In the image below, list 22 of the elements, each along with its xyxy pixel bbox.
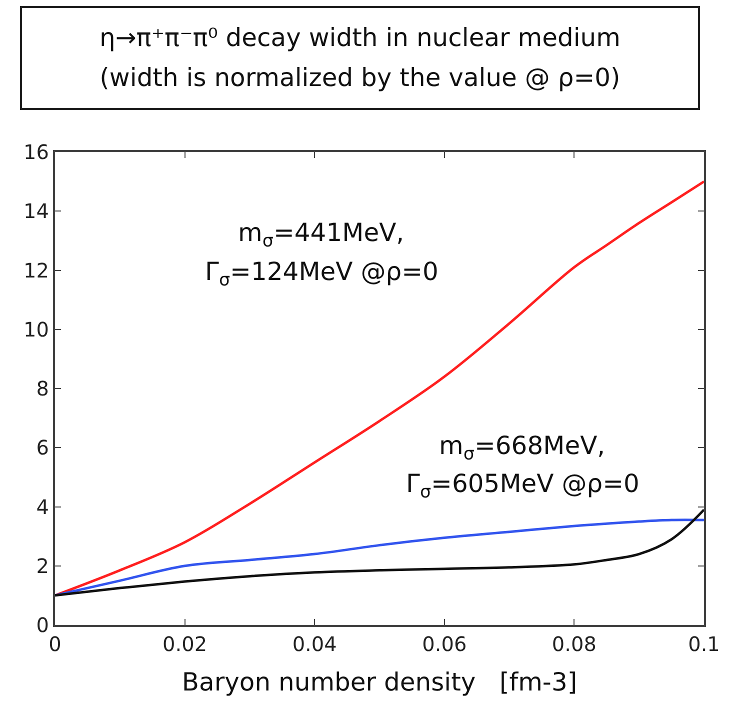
x-tick-label: 0.04 [292, 632, 337, 656]
y-tick-label: 2 [36, 554, 49, 578]
x-tick-label: 0.02 [162, 632, 208, 656]
x-tick-label: 0.08 [552, 632, 596, 656]
y-tick-label: 16 [24, 140, 49, 164]
annotation: Γ$_{σ}$=124MeV @ρ=0 [205, 257, 438, 290]
annotation: m$_{σ}$=441MeV, [238, 218, 404, 252]
y-tick-label: 4 [36, 494, 49, 519]
x-tick-label: 0.06 [422, 632, 467, 656]
y-tick-label: 10 [24, 317, 49, 342]
y-tick-label: 14 [24, 199, 49, 224]
x-tick-label: 0.1 [688, 632, 720, 656]
annotation: m$_{σ}$=668MeV, [439, 431, 606, 464]
y-tick-label: 8 [36, 376, 49, 400]
y-tick-label: 6 [36, 436, 49, 460]
chart-title: η→π⁺π⁻π⁰ decay width in nuclear medium [98, 22, 622, 54]
line-series [55, 180, 704, 597]
y-tick-label: 0 [36, 613, 49, 637]
chart-subtitle: (width is normalized by the value @ ρ=0) [98, 62, 622, 94]
annotation: Γ$_{σ}$=605MeV @ρ=0 [406, 469, 640, 502]
y-tick-label: 12 [24, 258, 49, 282]
x-axis-title: Baryon number density [fm-3] [182, 668, 578, 696]
